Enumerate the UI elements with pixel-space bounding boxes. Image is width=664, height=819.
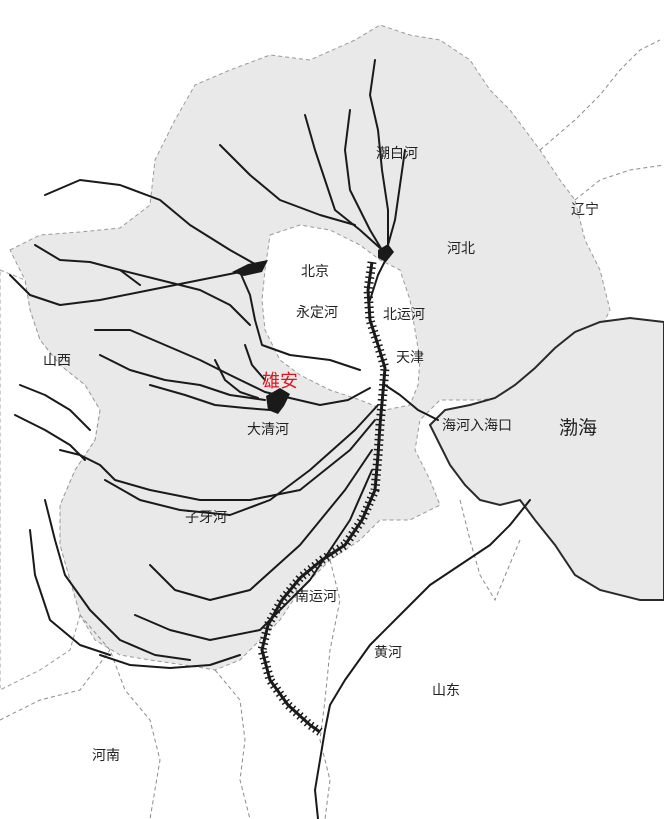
label-ziya-river: 子牙河 [185,510,227,526]
shanxi-region [0,269,101,691]
baiyangdian-lake [266,388,290,414]
label-nanyun-river: 南运河 [295,589,337,605]
label-liaoning: 辽宁 [571,202,599,218]
province-boundaries [0,39,664,819]
label-hebei: 河北 [447,241,475,257]
bohai-sea [428,316,664,601]
label-yellow-river: 黄河 [374,645,402,661]
label-beiyun-river: 北运河 [383,307,425,323]
label-shandong: 山东 [432,683,460,699]
label-tianjin: 天津 [396,350,424,366]
label-yongding-river: 永定河 [296,305,338,321]
miyun-reservoir [378,244,394,262]
label-xiongan: 雄安 [262,371,298,392]
label-daqing-river: 大清河 [247,422,289,438]
label-chaobai-river: 潮白河 [376,146,418,162]
guanting-reservoir [232,260,268,276]
label-beijing: 北京 [301,264,329,280]
label-bohai-sea: 渤海 [559,417,598,439]
label-shanxi: 山西 [43,353,71,369]
label-henan: 河南 [92,748,120,764]
river-network [9,59,531,819]
label-haihe-estuary: 海河入海口 [442,418,512,434]
grand-canal [257,261,390,736]
